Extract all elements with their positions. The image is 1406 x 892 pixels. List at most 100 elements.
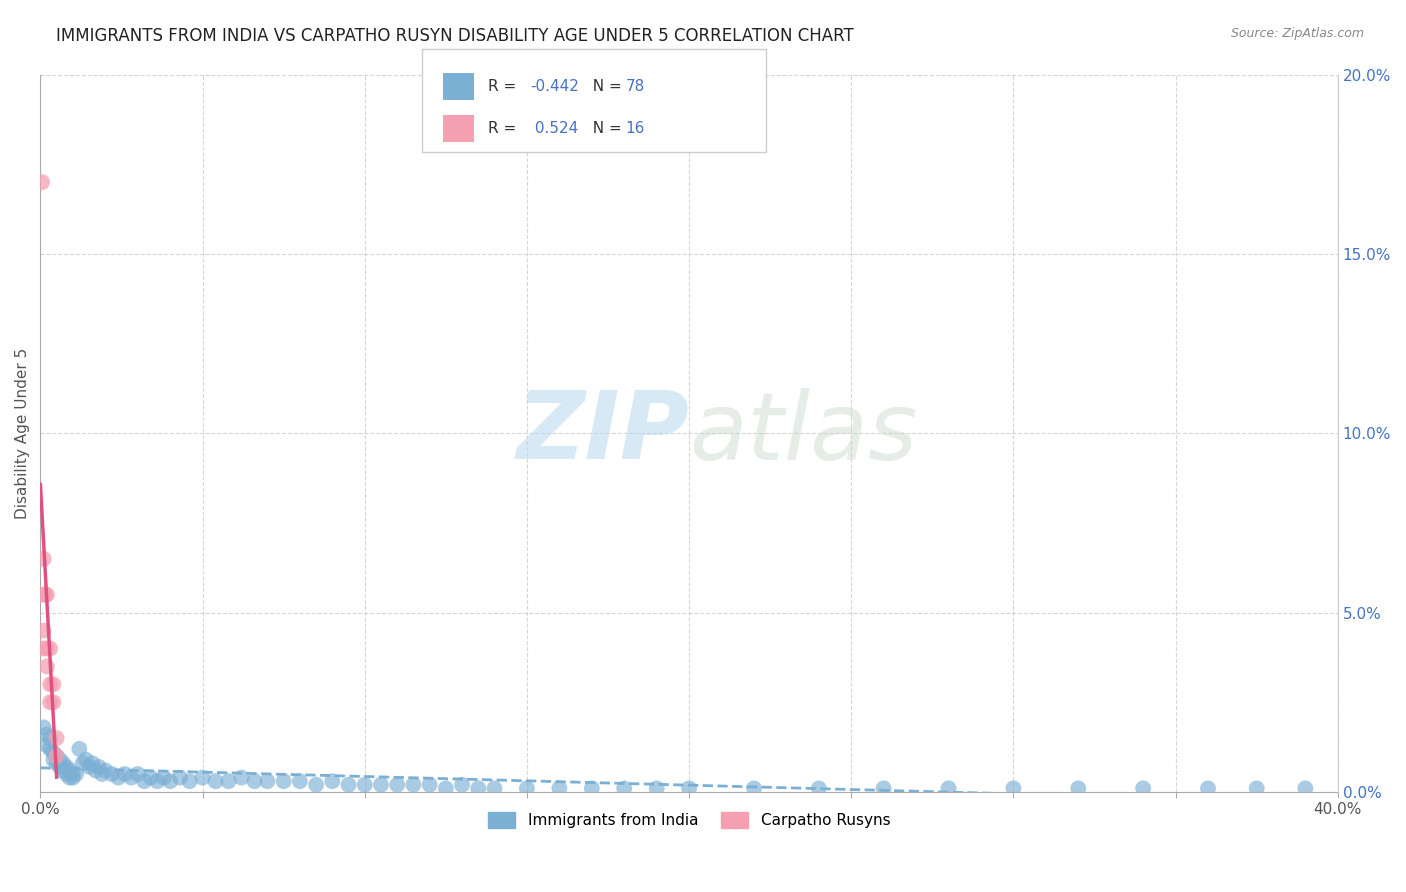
Point <box>55 767 77 781</box>
Point <box>42 677 65 691</box>
Point <box>1132 781 1154 796</box>
Point <box>516 781 538 796</box>
Point <box>55 760 77 774</box>
Point <box>42 695 65 709</box>
Point <box>288 774 311 789</box>
Text: IMMIGRANTS FROM INDIA VS CARPATHO RUSYN DISABILITY AGE UNDER 5 CORRELATION CHART: IMMIGRANTS FROM INDIA VS CARPATHO RUSYN … <box>56 27 853 45</box>
Point <box>32 551 55 566</box>
Point <box>49 760 72 774</box>
Point <box>385 778 408 792</box>
Point <box>49 753 72 767</box>
Point <box>59 771 82 785</box>
Point <box>243 774 266 789</box>
Point <box>35 659 58 673</box>
Point <box>139 771 162 785</box>
Y-axis label: Disability Age Under 5: Disability Age Under 5 <box>15 348 30 519</box>
Point <box>31 175 53 189</box>
Point <box>169 771 191 785</box>
Point <box>34 588 56 602</box>
Point <box>45 749 67 764</box>
Point <box>45 731 67 746</box>
Point <box>39 695 62 709</box>
Point <box>94 764 117 778</box>
Point <box>1294 781 1316 796</box>
Point <box>1002 781 1025 796</box>
Point <box>1197 781 1219 796</box>
Point <box>114 767 136 781</box>
Point <box>39 742 62 756</box>
Point <box>742 781 765 796</box>
Point <box>807 781 830 796</box>
Point <box>273 774 295 789</box>
Point <box>42 746 65 760</box>
Point <box>305 778 328 792</box>
Point <box>353 778 375 792</box>
Point <box>938 781 960 796</box>
Point <box>873 781 896 796</box>
Point <box>434 781 457 796</box>
Text: N =: N = <box>583 121 627 136</box>
Point <box>419 778 441 792</box>
Point <box>337 778 360 792</box>
Point <box>134 774 156 789</box>
Point <box>42 753 65 767</box>
Point <box>39 641 62 656</box>
Point <box>62 771 84 785</box>
Point <box>72 756 94 771</box>
Point <box>91 767 114 781</box>
Text: N =: N = <box>583 78 627 94</box>
Point <box>402 778 425 792</box>
Point <box>467 781 489 796</box>
Text: atlas: atlas <box>689 388 917 479</box>
Point <box>370 778 392 792</box>
Text: ZIP: ZIP <box>516 387 689 479</box>
Point <box>1246 781 1268 796</box>
Point <box>84 764 107 778</box>
Point <box>152 771 174 785</box>
Point <box>548 781 571 796</box>
Point <box>62 767 84 781</box>
Point <box>52 756 75 771</box>
Point <box>82 756 104 771</box>
Text: Source: ZipAtlas.com: Source: ZipAtlas.com <box>1230 27 1364 40</box>
Text: 0.524: 0.524 <box>530 121 578 136</box>
Point <box>35 588 58 602</box>
Point <box>159 774 181 789</box>
Point <box>613 781 636 796</box>
Point <box>39 677 62 691</box>
Point <box>77 760 100 774</box>
Point <box>678 781 700 796</box>
Point <box>35 728 58 742</box>
Point <box>581 781 603 796</box>
Point <box>127 767 149 781</box>
Point <box>39 731 62 746</box>
Legend: Immigrants from India, Carpatho Rusyns: Immigrants from India, Carpatho Rusyns <box>482 806 897 835</box>
Point <box>231 771 253 785</box>
Point <box>120 771 142 785</box>
Text: -0.442: -0.442 <box>530 78 579 94</box>
Point <box>52 764 75 778</box>
Point <box>35 739 58 753</box>
Point <box>451 778 474 792</box>
Point <box>45 756 67 771</box>
Point <box>59 764 82 778</box>
Point <box>45 749 67 764</box>
Point <box>87 760 110 774</box>
Text: R =: R = <box>488 121 522 136</box>
Point <box>67 742 90 756</box>
Text: R =: R = <box>488 78 522 94</box>
Point <box>35 641 58 656</box>
Point <box>191 771 214 785</box>
Point <box>484 781 506 796</box>
Point <box>1067 781 1090 796</box>
Point <box>32 641 55 656</box>
Point <box>204 774 226 789</box>
Point <box>32 720 55 734</box>
Point <box>107 771 129 785</box>
Text: 78: 78 <box>626 78 645 94</box>
Point <box>256 774 278 789</box>
Point <box>645 781 668 796</box>
Point <box>179 774 201 789</box>
Point <box>218 774 240 789</box>
Point <box>100 767 122 781</box>
